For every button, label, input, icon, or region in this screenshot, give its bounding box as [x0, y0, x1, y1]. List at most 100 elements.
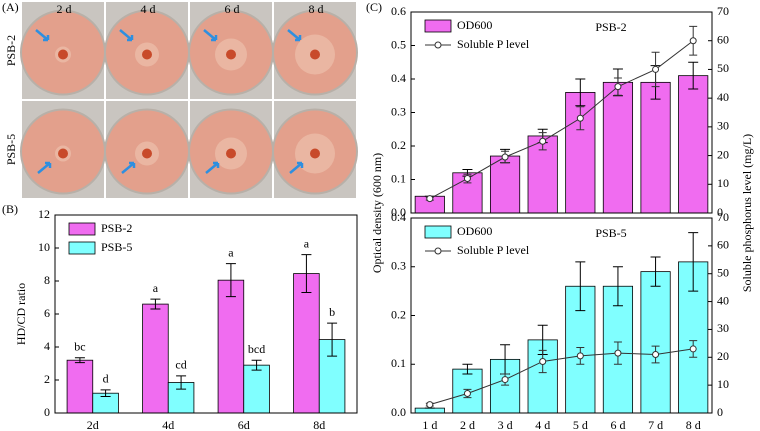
bar [678, 75, 709, 214]
line [429, 348, 694, 406]
x-tick-label: 5 d [573, 418, 588, 431]
arrow [289, 161, 304, 174]
point [426, 401, 434, 409]
y-tick-label: 0.0 [391, 405, 406, 419]
y2-tick-label: 0 [717, 405, 723, 419]
y-tick-label: 0.1 [391, 356, 406, 370]
legend-label: Soluble P level [457, 243, 530, 257]
bar [293, 273, 320, 414]
point [501, 153, 509, 161]
y2-tick-label: 30 [717, 119, 729, 133]
bar [640, 271, 671, 414]
point [614, 349, 622, 357]
y-tick-label: 6 [44, 306, 50, 320]
error-bar [575, 261, 586, 312]
y2-tick-label: 60 [717, 238, 729, 252]
arrow [203, 29, 218, 42]
bar [414, 407, 445, 414]
colony [58, 49, 68, 60]
point [539, 357, 547, 365]
point [652, 351, 660, 358]
error-bar [225, 263, 236, 298]
y2-tick-label: 30 [717, 321, 729, 335]
y-tick-label: 0.2 [391, 138, 406, 152]
plot-frame [410, 217, 713, 414]
x-tick-label: 7 d [648, 418, 663, 431]
significance-letter: a [228, 245, 234, 259]
line [429, 40, 694, 200]
panel-label: (B) [2, 202, 18, 216]
point [652, 65, 660, 73]
error-bar [301, 254, 312, 294]
legend-label: OD600 [457, 224, 492, 238]
arrow [35, 29, 50, 42]
significance-letter: bcd [248, 342, 265, 356]
legend-swatch [424, 225, 452, 239]
bar [640, 81, 671, 214]
legend-label: PSB-2 [101, 221, 132, 235]
legend-swatch [68, 241, 96, 255]
x-tick-label: 6d [238, 418, 250, 431]
plot-frame [54, 214, 358, 414]
row-label: PSB-5 [4, 134, 18, 165]
column-label: 4 d [141, 2, 156, 16]
y2-tick-label: 50 [717, 61, 729, 75]
point [501, 376, 509, 384]
point [426, 195, 434, 203]
point [576, 352, 584, 360]
x-tick-label: 8d [313, 418, 325, 431]
significance-letter: d [103, 372, 109, 386]
y2-tick-label: 20 [717, 147, 729, 161]
chart-title: PSB-5 [595, 226, 626, 240]
arrow [287, 29, 302, 42]
y-tick-label: 10 [38, 240, 50, 254]
y-tick-label: 8 [44, 273, 50, 287]
error-bar [612, 266, 623, 307]
error-bar [251, 359, 262, 371]
y2-tick-label: 40 [717, 90, 729, 104]
y2-tick-label: 70 [717, 4, 729, 18]
error-bar [650, 256, 661, 287]
point [463, 175, 471, 183]
legend-label: PSB-5 [101, 240, 132, 254]
x-tick-label: 6 d [610, 418, 625, 431]
y-tick-label: 4 [44, 339, 50, 353]
y-tick-label: 0.2 [391, 307, 406, 321]
chart-title: PSB-2 [595, 20, 626, 34]
bar [142, 303, 169, 414]
error-bar [150, 298, 161, 310]
error-bar [688, 232, 699, 292]
y2-tick-label: 40 [717, 293, 729, 307]
arrow [37, 161, 52, 174]
y-tick-label: 0.1 [391, 171, 406, 185]
bar [243, 364, 270, 414]
legend-swatch [424, 19, 452, 33]
y-tick-label: 2 [44, 372, 50, 386]
error-bar [176, 375, 187, 390]
error-bar [327, 322, 338, 357]
y-tick-label: 0.4 [391, 71, 406, 85]
bar [217, 279, 245, 414]
y-tick-label: 0.5 [391, 37, 406, 51]
y2-tick-label: 10 [717, 176, 729, 190]
x-tick-label: 2d [87, 418, 99, 431]
y2-tick-label: 70 [717, 210, 729, 224]
colony [142, 148, 152, 159]
point [463, 390, 471, 397]
y-tick-label: 0 [44, 405, 50, 419]
colony [310, 49, 320, 60]
colony [142, 49, 152, 60]
legend-swatch [68, 222, 96, 236]
x-tick-label: 1 d [422, 418, 437, 431]
y2-axis-label: Soluble phosphorus level (mg/L) [740, 134, 754, 292]
point [689, 345, 697, 353]
y2-tick-label: 60 [717, 32, 729, 46]
colony [310, 148, 320, 159]
significance-letter: bc [74, 339, 85, 353]
x-tick-label: 4 d [535, 418, 550, 431]
arrow [119, 29, 134, 42]
x-tick-label: 8 d [686, 418, 701, 431]
panel-label: (A) [2, 0, 19, 14]
colony [226, 148, 236, 159]
